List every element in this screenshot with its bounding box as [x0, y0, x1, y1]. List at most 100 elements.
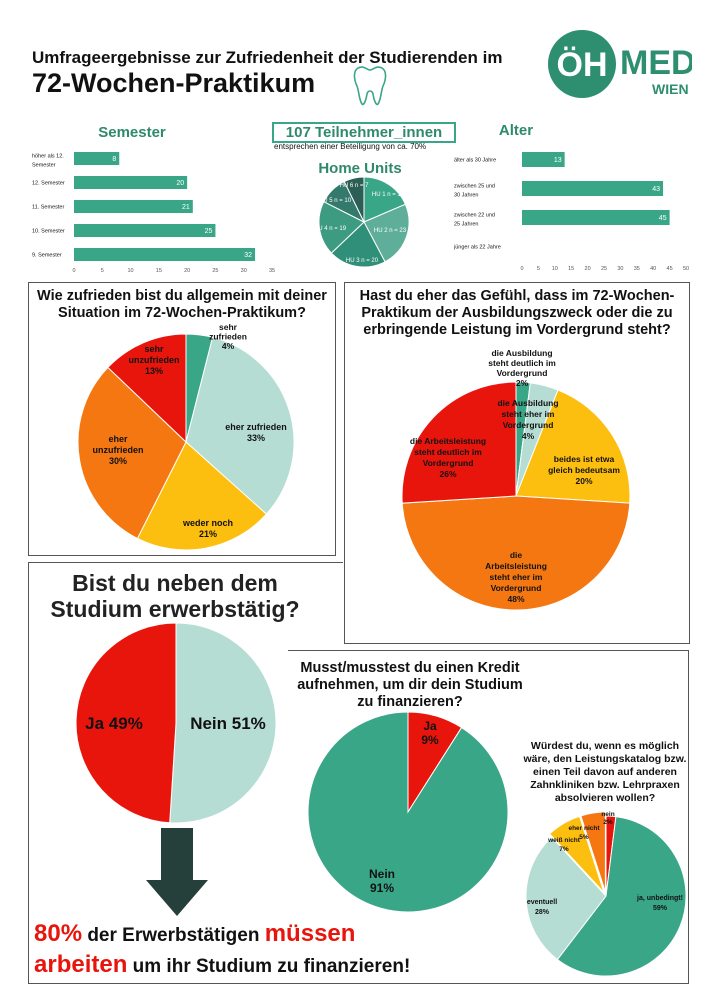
x-tick-label: 35	[269, 268, 275, 274]
slice-label-ausbildung-deutlich: Vordergrund	[497, 368, 548, 378]
slice-label-beides: 20%	[575, 476, 592, 486]
x-tick-label: 20	[184, 268, 190, 274]
semester-bar-chart: 0 5 10 15 20 25 30 35 höher als 12. Semester 8 12. …	[32, 152, 275, 274]
slice-label-ja: 9%	[421, 733, 439, 747]
x-tick-label: 15	[156, 268, 162, 274]
x-tick-label: 40	[650, 266, 656, 272]
slice-label-sehr-unzufrieden: unzufrieden	[129, 355, 180, 365]
slice-label: HU 2 n = 23	[374, 228, 407, 234]
slice-label-ausbildung-eher: die Ausbildung	[497, 398, 558, 408]
slice-label-weder-noch: weder noch	[182, 518, 233, 528]
tooth-icon	[353, 66, 387, 106]
slice-label-arbeitsleistung-eher: Arbeitsleistung	[485, 561, 547, 571]
slice-label-eher-nicht: 5%	[579, 834, 589, 841]
conclusion-pct: 80%	[34, 920, 83, 947]
slice-label-beides: gleich bedeutsam	[548, 465, 620, 475]
x-tick-label: 30	[617, 266, 623, 272]
pie-slice-die-arbeitsleistung-steht-deutlich-im-vordergrund	[401, 381, 517, 504]
home-units-title: Home Units	[318, 160, 402, 177]
slice-label-eher-unzufrieden: eher	[108, 434, 128, 444]
ausbildungszweck-question: Hast du eher das Gefühl, dass im 72-Woch…	[359, 288, 675, 338]
conclusion-text: 80% der Erwerbstätigen müssen arbeiten u…	[34, 920, 434, 982]
category-label: jünger als 22 Jahre	[453, 245, 501, 251]
x-tick-label: 5	[101, 268, 104, 274]
slice-label-ausbildung-deutlich: die Ausbildung	[491, 348, 552, 358]
slice-label-ja-unbedingt: ja, unbedingt!	[636, 895, 683, 902]
header-subtitle: Umfrageergebnisse zur Zufriedenheit der …	[32, 48, 503, 67]
slice-label-arbeitsleistung-eher: 48%	[507, 594, 524, 604]
slice-label: HU 5 n = 10	[319, 198, 352, 204]
slice-label-ja: Ja 49%	[85, 714, 143, 733]
slice-label-arbeitsleistung-eher: die	[510, 550, 523, 560]
bar	[522, 152, 565, 167]
slice-label-weiss-nicht: weiß nicht	[547, 837, 581, 844]
slice-label-sehr-unzufrieden: 13%	[145, 366, 163, 376]
pie-slice-hu-1-n-18	[363, 176, 407, 223]
conclusion-text-1: der Erwerbstätigen	[82, 925, 265, 946]
x-tick-label: 35	[634, 266, 640, 272]
slice-label-weiss-nicht: 7%	[559, 846, 569, 853]
slice-label: HU 4 n = 19	[314, 226, 347, 232]
zahnkliniken-question: Würdest du, wenn es möglich wäre, den Le…	[523, 740, 687, 804]
pie-slice-weiß-nicht	[548, 815, 605, 893]
slice-label-ja: Ja	[423, 719, 437, 733]
pie-slice-hu-2-n-23	[363, 203, 410, 263]
category-label: zwischen 25 und	[454, 184, 495, 190]
slice-label-eher-zufrieden: eher zufrieden	[225, 422, 287, 432]
slice-label-ausbildung-eher: 4%	[522, 431, 535, 441]
category-label: 11. Semester	[32, 205, 64, 211]
slice-label-arbeitsleistung-deutlich: die Arbeitsleistung	[410, 436, 486, 446]
slice-label-eher-unzufrieden: unzufrieden	[93, 445, 144, 455]
x-tick-label: 20	[585, 266, 591, 272]
x-tick-label: 0	[72, 268, 75, 274]
slice-label-sehr-unzufrieden: sehr	[144, 344, 164, 354]
slice-label-eher-nicht: eher nicht	[568, 825, 600, 832]
bar-value-label: 21	[182, 204, 190, 211]
category-label: 10. Semester	[32, 229, 65, 235]
semester-chart-title: Semester	[98, 124, 166, 141]
slice-label-eventuell: 28%	[535, 909, 550, 916]
slice-label: HU 1 n = 18	[372, 192, 405, 198]
slice-label-arbeitsleistung-eher: Vordergrund	[491, 583, 542, 593]
x-tick-label: 5	[537, 266, 540, 272]
x-tick-label: 10	[552, 266, 558, 272]
category-label: älter als 30 Jahre	[454, 158, 496, 164]
pie-slice-eventuell	[525, 836, 607, 961]
bar	[74, 176, 188, 189]
bar	[522, 210, 670, 225]
conclusion-work: arbeiten	[34, 951, 128, 978]
slice-label-arbeitsleistung-deutlich: Vordergrund	[423, 458, 474, 468]
bar	[74, 224, 216, 237]
slice-label-nein: nein	[601, 811, 614, 818]
x-tick-label: 25	[212, 268, 218, 274]
slice-label-ausbildung-eher: steht eher im	[502, 409, 555, 419]
category-label: 9. Semester	[32, 253, 62, 259]
pie-slice-hu-3-n-20	[330, 221, 386, 268]
pie-slice-hu-6-n-7	[343, 176, 365, 223]
erwerbstaetig-question: Bist du neben dem Studium erwerbstätig?	[50, 570, 300, 622]
slice-label-ausbildung-deutlich: steht deutlich im	[488, 358, 556, 368]
pie-slice-eher-unzufrieden	[77, 366, 187, 540]
page-title: 72-Wochen-Praktikum	[32, 68, 316, 98]
logo-letters: ÖH	[557, 46, 608, 84]
slice-label-sehr-zufrieden: sehr	[219, 322, 238, 332]
oeh-med-logo: ÖH MED WIEN	[548, 30, 692, 98]
participants-note: entsprechen einer Beteiligung von ca. 70…	[274, 142, 427, 151]
participants-box: 107 Teilnehmer_innen	[272, 122, 456, 143]
home-units-pie-chart: HU 1 n = 18 HU 2 n = 23 HU 3 n = 20 HU 4 n …	[314, 176, 410, 268]
slice-label-eher-unzufrieden: 30%	[109, 456, 127, 466]
bar	[74, 200, 193, 213]
alter-bar-chart: 0 5 10 15 20 25 30 35 40 45 50 älter als 30 Jahre 13…	[453, 152, 689, 272]
bar-value-label: 25	[205, 228, 213, 235]
category-label: Semester	[32, 163, 56, 169]
slice-label-eventuell: eventuell	[527, 899, 557, 906]
logo-city: WIEN	[652, 81, 689, 97]
pie-slice-eher-zufrieden	[185, 336, 295, 515]
category-label: zwischen 22 und	[454, 213, 495, 219]
slice-label-sehr-zufrieden: 4%	[222, 341, 235, 351]
bar-value-label: 45	[659, 215, 667, 222]
